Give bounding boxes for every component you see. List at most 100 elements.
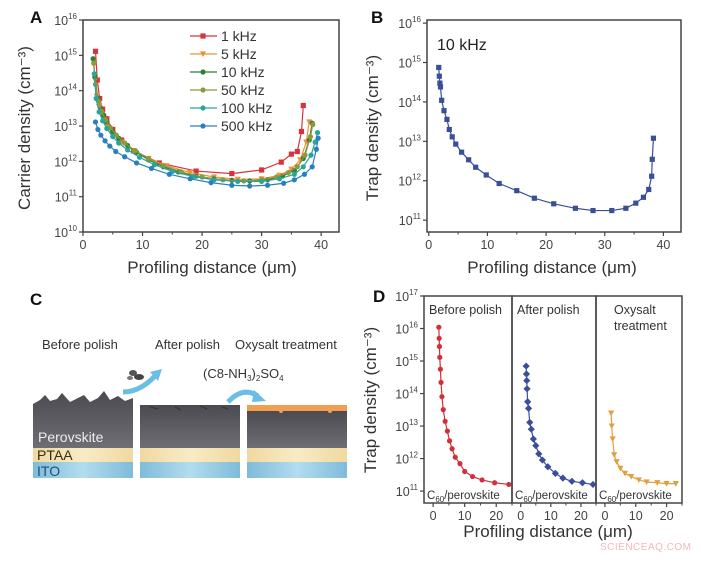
data-point [535, 450, 543, 458]
y-tick-label: 1016 [54, 12, 77, 28]
data-point [229, 170, 235, 177]
data-point [522, 370, 531, 378]
series-line [93, 60, 310, 180]
data-point [532, 442, 540, 450]
data-point [436, 335, 442, 341]
y-tick-label: 1014 [395, 386, 418, 402]
x-tick-label: 0 [601, 509, 608, 523]
series-500-khz [92, 119, 321, 189]
data-point [285, 169, 291, 176]
x-tick-label: 20 [195, 238, 209, 252]
data-point [301, 171, 308, 177]
x-tick-label: 20 [574, 509, 588, 523]
data-point [314, 130, 321, 136]
data-point [608, 410, 615, 417]
data-point [621, 470, 629, 477]
y-tick-label: 1014 [398, 94, 421, 110]
data-point [306, 119, 313, 126]
oxysalt-formula: (C8-NH3)2SO4 [203, 366, 284, 383]
data-point [523, 377, 531, 385]
data-point [136, 154, 143, 160]
data-point [437, 84, 444, 90]
series-line [525, 366, 594, 486]
x-tick-label: 10 [629, 509, 643, 523]
data-point [278, 159, 284, 165]
data-point [92, 119, 99, 125]
interface-label: C60/perovskite [515, 490, 588, 504]
legend-label: 1 kHz [221, 28, 257, 44]
data-point [442, 418, 448, 424]
data-point [551, 469, 559, 477]
subplot-2: 0 10 20 After polish C60/perovskite [511, 295, 597, 523]
y-tick-label: 1013 [395, 418, 418, 434]
subplot-title: treatment [614, 319, 667, 333]
data-point [446, 126, 452, 133]
arrow-polish-head [150, 369, 162, 381]
data-point [96, 109, 102, 115]
data-point [93, 95, 99, 102]
data-point [650, 135, 657, 141]
x-tick-label: 30 [598, 238, 612, 252]
legend-marker [200, 69, 206, 75]
data-point [646, 186, 652, 193]
data-point [90, 56, 96, 62]
x-tick-label: 0 [517, 509, 524, 523]
data-point [436, 343, 443, 350]
data-point [133, 160, 140, 166]
data-point [628, 473, 635, 480]
data-point [462, 468, 468, 475]
legend-item: 50 kHz [190, 82, 265, 98]
data-point [151, 162, 158, 168]
data-point [444, 428, 450, 434]
data-point [649, 173, 655, 179]
y-tick-label: 1015 [54, 47, 77, 63]
data-point [483, 172, 489, 178]
series-after-polish [522, 362, 597, 489]
data-point [590, 207, 596, 214]
data-point [649, 156, 655, 162]
legend-marker [200, 87, 206, 93]
series-oxysalt-treatment [608, 410, 679, 487]
data-point [288, 166, 295, 173]
data-point [122, 140, 128, 146]
legend-marker [199, 51, 207, 58]
chart-d-trap-density-treatments: 0 10 20 1011 1012 1013 1014 1015 1016 1017 Before … [395, 288, 683, 523]
data-point [110, 134, 116, 140]
data-point [446, 438, 453, 444]
data-point [98, 132, 104, 138]
data-point [633, 200, 639, 206]
x-tick-label: 40 [314, 238, 328, 252]
data-point [294, 164, 300, 170]
data-point [643, 479, 650, 486]
data-point [100, 118, 106, 124]
data-point [613, 459, 620, 465]
subplot-3: 0 10 20 Oxysalt treatment C60/perovskite [595, 295, 683, 523]
data-point [609, 436, 616, 443]
legend: 1 kHz 5 kHz 10 kHz 50 kHz 100 kHz 500 kHz [190, 28, 272, 134]
data-point [523, 385, 531, 393]
panel-label-b: B [371, 8, 383, 27]
data-point [300, 164, 306, 170]
data-point [524, 398, 532, 406]
data-point [439, 394, 445, 400]
subplot-title: Before polish [429, 303, 502, 317]
y-tick-label: 1016 [395, 321, 418, 337]
data-point [438, 379, 444, 386]
data-point [125, 147, 131, 153]
data-point [145, 155, 152, 162]
data-point [95, 126, 101, 133]
data-point [229, 182, 235, 188]
data-point [589, 480, 597, 489]
data-point [527, 425, 535, 433]
data-point [113, 148, 119, 155]
y-tick-label: 1015 [398, 55, 421, 71]
chart-b-ylabel: Trap density (cm⁻³) [363, 55, 382, 201]
data-point [91, 60, 97, 66]
x-tick-label: 20 [489, 509, 503, 523]
series-10-khz [436, 64, 657, 214]
y-tick-label: 1015 [395, 353, 418, 369]
data-point [436, 73, 442, 79]
x-tick-label: 0 [430, 509, 437, 523]
data-point [452, 454, 458, 460]
series-line [438, 67, 655, 212]
